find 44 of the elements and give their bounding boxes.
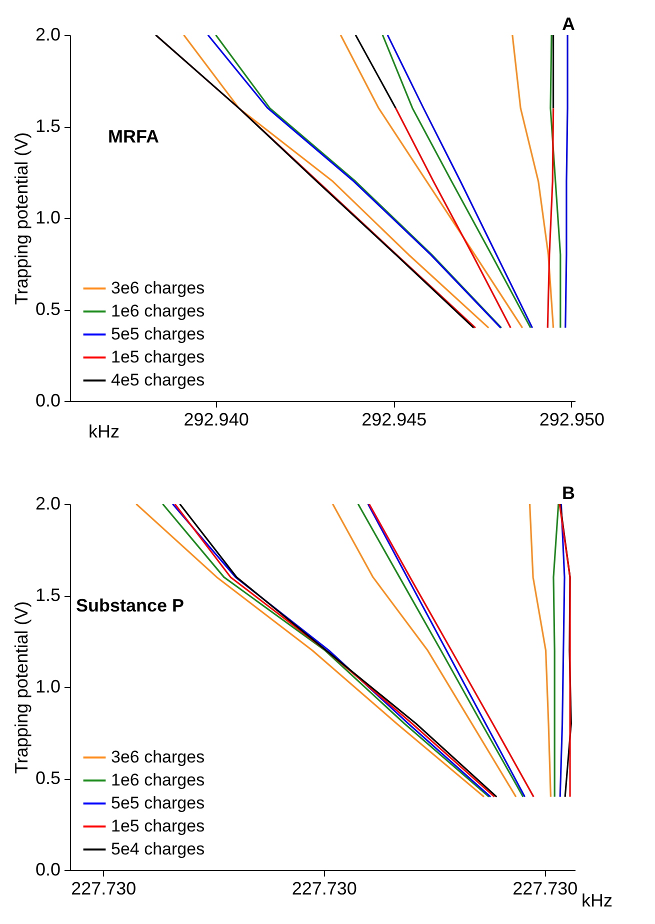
x-tick-label: 292.940 bbox=[184, 410, 249, 430]
legend-label: 5e5 charges bbox=[111, 324, 205, 344]
y-tick-label: 0.5 bbox=[35, 299, 60, 319]
x-tick-label: 292.950 bbox=[539, 410, 604, 430]
legend-label: 1e6 charges bbox=[111, 770, 205, 790]
y-axis-title: Trapping potential (V) bbox=[11, 601, 32, 774]
line-series bbox=[550, 35, 562, 329]
annotation: Substance P bbox=[76, 595, 184, 616]
y-axis-title: Trapping potential (V) bbox=[11, 132, 32, 305]
x-tick-label: 227.730 bbox=[292, 878, 357, 898]
y-tick-label: 1.0 bbox=[35, 208, 60, 228]
y-tick-label: 1.0 bbox=[35, 676, 60, 696]
y-tick-label: 0.5 bbox=[35, 768, 60, 788]
legend-label: 5e5 charges bbox=[111, 794, 205, 812]
y-tick-label: 1.5 bbox=[35, 116, 60, 136]
line-series bbox=[564, 35, 568, 329]
x-tick-label: 227.730 bbox=[512, 878, 578, 898]
legend-label: 1e6 charges bbox=[111, 302, 205, 320]
legend-label: 1e5 charges bbox=[111, 816, 205, 836]
legend-label: 3e6 charges bbox=[111, 278, 205, 298]
line-series bbox=[394, 107, 512, 329]
x-tick-label: 292.945 bbox=[362, 410, 427, 430]
y-tick-label: 2.0 bbox=[35, 24, 60, 44]
x-axis-title: kHz bbox=[88, 422, 120, 442]
chart-title: B bbox=[562, 483, 575, 503]
line-series bbox=[552, 504, 560, 798]
legend-label: 1e5 charges bbox=[111, 348, 205, 366]
annotation: MRFA bbox=[108, 126, 159, 146]
legend-label: 3e6 charges bbox=[111, 748, 205, 766]
line-series bbox=[512, 35, 554, 329]
line-series bbox=[528, 504, 552, 798]
y-tick-label: 0.0 bbox=[35, 390, 60, 410]
x-axis-title: kHz bbox=[582, 890, 612, 910]
line-series bbox=[340, 35, 524, 329]
legend-label: 4e5 charges bbox=[111, 370, 205, 390]
legend-label: 5e4 charges bbox=[111, 840, 205, 858]
line-series bbox=[332, 504, 517, 798]
y-tick-label: 0.0 bbox=[35, 860, 60, 880]
x-tick-label: 227.730 bbox=[71, 878, 136, 898]
chart-title: A bbox=[562, 14, 575, 34]
line-series bbox=[559, 504, 566, 798]
line-series bbox=[546, 107, 554, 329]
y-tick-label: 2.0 bbox=[35, 494, 60, 514]
y-tick-label: 1.5 bbox=[35, 585, 60, 605]
